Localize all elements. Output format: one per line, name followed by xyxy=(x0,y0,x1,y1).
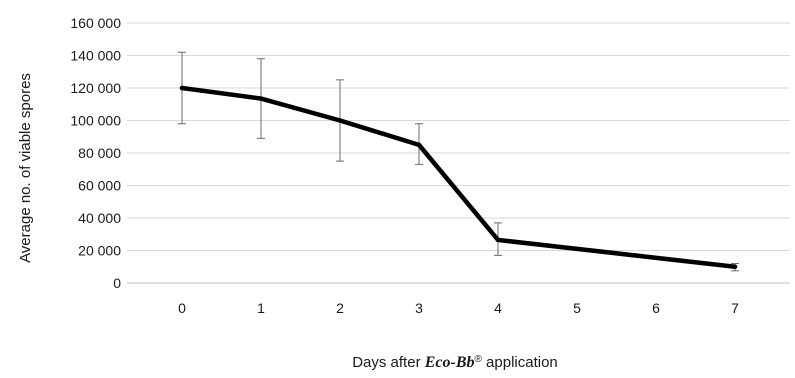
x-axis-title-registered: ® xyxy=(475,354,483,365)
x-axis-title: Days after Eco-Bb® application xyxy=(352,354,558,371)
x-tick-label-6: 6 xyxy=(652,300,660,316)
y-tick-labels: 0 20 000 40 000 60 000 80 000 100 000 120 000 1… xyxy=(70,15,121,291)
data-point-1 xyxy=(258,96,264,101)
gridlines xyxy=(127,22,790,284)
x-tick-label-7: 7 xyxy=(731,300,739,316)
data-point-0 xyxy=(179,85,185,91)
y-axis-title: Average no. of viable spores xyxy=(17,73,34,263)
x-tick-label-1: 1 xyxy=(257,300,265,316)
series-lines xyxy=(179,85,738,269)
x-axis-title-product: Eco-Bb xyxy=(424,354,475,371)
y-tick-label-1: 20 000 xyxy=(78,243,121,259)
series-line-0 xyxy=(179,85,738,269)
x-tick-label-4: 4 xyxy=(494,300,502,316)
x-tick-label-0: 0 xyxy=(178,300,186,316)
x-axis-title-prefix: Days after xyxy=(352,354,425,371)
y-tick-label-2: 40 000 xyxy=(78,210,121,226)
data-point-2 xyxy=(337,118,343,123)
data-point-4 xyxy=(495,237,501,243)
y-tick-label-3: 60 000 xyxy=(78,178,121,194)
y-tick-label-6: 120 000 xyxy=(70,80,121,96)
y-tick-label-0: 0 xyxy=(113,275,121,291)
x-axis-title-suffix: application xyxy=(482,354,558,371)
x-tick-labels: 0 1 2 3 4 5 6 7 xyxy=(178,300,739,316)
y-tick-label-5: 100 000 xyxy=(70,113,121,129)
y-tick-label-7: 140 000 xyxy=(70,48,121,64)
x-tick-label-2: 2 xyxy=(336,300,344,316)
x-tick-label-5: 5 xyxy=(573,300,581,316)
data-point-3 xyxy=(416,142,422,148)
error-bars xyxy=(178,51,739,272)
x-tick-label-3: 3 xyxy=(415,300,423,316)
y-tick-label-8: 160 000 xyxy=(70,15,121,31)
y-tick-label-4: 80 000 xyxy=(78,145,121,161)
data-point-7 xyxy=(732,264,738,269)
